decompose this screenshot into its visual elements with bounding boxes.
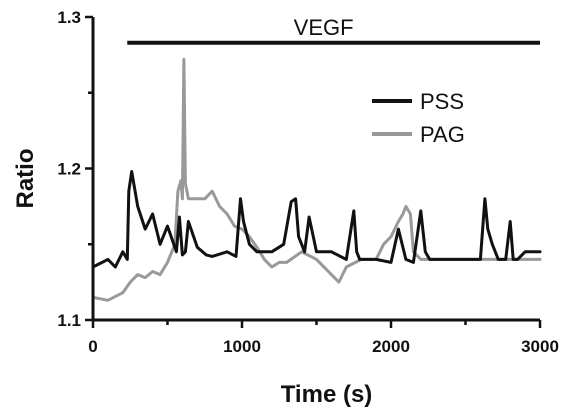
legend-label-pss: PSS (420, 89, 464, 114)
y-axis-title: Ratio (12, 149, 39, 209)
series-line-pag (91, 57, 542, 302)
annotation-layer: VEGF (127, 15, 540, 45)
x-axis-title: Time (s) (281, 381, 373, 408)
series-layer (91, 57, 542, 302)
x-tick-label: 0 (88, 337, 97, 356)
x-tick-label: 1000 (223, 337, 261, 356)
y-tick-label: 1.3 (57, 8, 81, 27)
legend: PSS PAG (372, 89, 465, 147)
legend-label-pag: PAG (420, 122, 465, 147)
x-tick-label: 3000 (521, 337, 559, 356)
y-tick-label: 1.1 (57, 311, 81, 330)
vegf-annotation-label: VEGF (294, 15, 354, 40)
ticks-layer: 1.1 1.2 1.3 0 1000 2000 3000 (57, 8, 559, 356)
x-tick-label: 2000 (372, 337, 410, 356)
y-tick-label: 1.2 (57, 160, 81, 179)
series-line-pss (91, 170, 542, 269)
